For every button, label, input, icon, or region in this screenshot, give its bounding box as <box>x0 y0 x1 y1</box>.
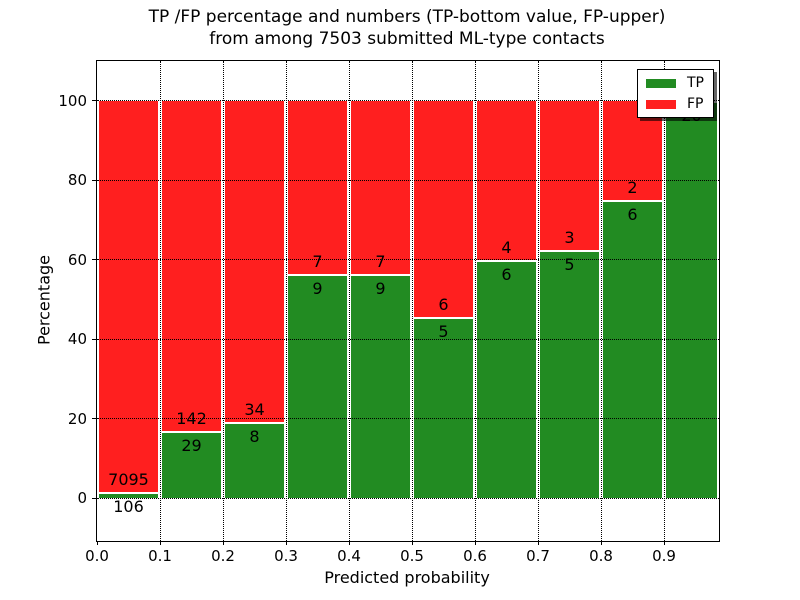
bar-label-fp: 142 <box>176 408 207 428</box>
x-tick-label: 0.5 <box>400 547 424 565</box>
grid-vline <box>411 61 413 541</box>
legend-swatch-tp <box>646 78 676 88</box>
bar-label-tp: 9 <box>375 279 386 299</box>
bar-segment-tp <box>288 274 347 498</box>
grid-hline <box>97 418 719 419</box>
grid-vline <box>159 61 161 541</box>
x-tick-label: 0.4 <box>337 547 361 565</box>
grid-hline <box>97 338 719 340</box>
bar-label-fp: 7095 <box>108 470 149 490</box>
grid-hline <box>97 259 719 260</box>
bar-segment-tp <box>603 199 662 498</box>
x-tick <box>537 541 539 545</box>
bar-segment-tp <box>414 317 473 498</box>
bar-label-tp: 5 <box>564 254 575 274</box>
y-tick-label: 0 <box>77 489 87 507</box>
bar-label-fp: 7 <box>375 252 386 272</box>
legend-item: FP <box>646 96 704 112</box>
legend-swatch-fp <box>646 99 676 109</box>
x-tick-label: 0.0 <box>85 547 109 565</box>
x-tick-label: 0.3 <box>274 547 298 565</box>
bar-segment-fp <box>99 100 158 493</box>
bar-segment-tp <box>540 249 599 498</box>
bar-segment-tp <box>99 492 158 498</box>
y-tick <box>92 338 96 340</box>
x-tick <box>222 541 224 545</box>
y-tick-label: 20 <box>67 409 87 428</box>
bar-segment-tp <box>162 430 221 498</box>
bar-segment-fp <box>351 100 410 275</box>
x-tick <box>600 541 602 545</box>
legend-item: TP <box>646 75 704 91</box>
bar-segment-tp <box>225 422 284 498</box>
bar-label-fp: 7 <box>312 252 323 272</box>
bar-segment-fp <box>162 100 221 431</box>
y-tick <box>92 418 96 419</box>
bar-label-fp: 6 <box>438 295 449 315</box>
grid-hline <box>97 179 719 181</box>
bar-label-tp: 106 <box>113 497 144 517</box>
plot-area: 7095 106 142 29 34 8 7 9 7 9 6 5 4 6 3 5 2 6 20 0.0 0.1 0.2 0.… <box>58 60 720 565</box>
x-tick <box>348 541 350 545</box>
x-tick-label: 0.7 <box>526 547 550 565</box>
y-tick <box>92 259 96 260</box>
bar-segment-fp <box>540 100 599 250</box>
grid-vline <box>474 61 476 541</box>
x-tick-label: 0.8 <box>589 547 613 565</box>
bar-label-tp: 29 <box>181 435 202 455</box>
bar-segment-fp <box>414 100 473 318</box>
x-axis-label: Predicted probability <box>324 568 490 587</box>
x-tick <box>411 541 413 545</box>
legend: TP FP <box>637 69 714 118</box>
bar-label-fp: 3 <box>564 227 575 247</box>
legend-label: TP <box>687 75 704 91</box>
bar-label-tp: 5 <box>438 322 449 342</box>
grid-hline <box>97 497 719 499</box>
bar-label-fp: 4 <box>501 237 512 257</box>
chart-title-line2: from among 7503 submitted ML-type contac… <box>209 29 605 49</box>
grid-vline <box>537 61 539 541</box>
x-tick-label: 0.6 <box>463 547 487 565</box>
bar-label-tp: 9 <box>312 279 323 299</box>
x-tick <box>474 541 476 545</box>
grid-vline <box>285 61 287 541</box>
bar-segment-fp <box>225 100 284 423</box>
y-tick <box>92 100 96 101</box>
bar-label-tp: 6 <box>501 264 512 284</box>
y-tick <box>92 497 96 499</box>
x-tick <box>159 541 161 545</box>
x-tick-label: 0.9 <box>652 547 676 565</box>
grid-vline <box>663 61 665 541</box>
bar-label-fp: 34 <box>244 400 265 420</box>
x-tick <box>285 541 287 545</box>
y-tick <box>92 179 96 181</box>
bar-segment-tp <box>477 259 536 498</box>
chart-title: TP /FP percentage and numbers (TP-bottom… <box>96 6 718 50</box>
bar-label-tp: 6 <box>627 204 638 224</box>
x-tick-label: 0.2 <box>211 547 235 565</box>
bar-segment-fp <box>288 100 347 275</box>
bar-label-tp: 8 <box>249 427 260 447</box>
grid-vline <box>600 61 602 541</box>
x-tick-label: 0.1 <box>148 547 172 565</box>
x-tick <box>663 541 665 545</box>
legend-label: FP <box>687 96 704 112</box>
y-tick-label: 60 <box>67 250 87 269</box>
y-tick-label: 80 <box>67 171 87 189</box>
grid-hline <box>97 100 719 101</box>
chart-title-line1: TP /FP percentage and numbers (TP-bottom… <box>148 7 666 27</box>
bar-segment-tp <box>351 274 410 498</box>
x-tick <box>96 541 98 545</box>
y-tick-label: 100 <box>58 91 87 110</box>
grid-vline <box>348 61 350 541</box>
bar-segment-tp <box>666 100 717 498</box>
y-tick-label: 40 <box>67 330 87 348</box>
bar-label-fp: 2 <box>627 177 638 197</box>
grid-vline <box>222 61 224 541</box>
